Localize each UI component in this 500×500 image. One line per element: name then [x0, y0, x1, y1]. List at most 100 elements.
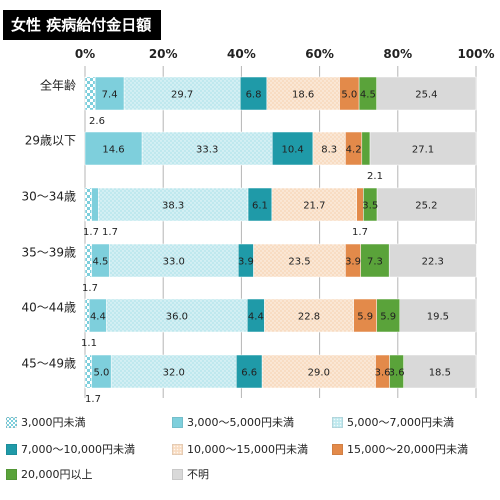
small-value-label: 1.7: [85, 394, 101, 405]
legend-label: 5,000〜7,000円未満: [347, 416, 454, 429]
data-label: 7.4: [102, 90, 118, 101]
category-label: 35〜39歳: [21, 246, 76, 260]
category-label: 40〜44歳: [21, 301, 76, 315]
category-label: 30〜34歳: [21, 190, 76, 204]
legend-swatch: [172, 468, 183, 480]
legend-swatch: [332, 416, 343, 428]
data-label: 22.8: [298, 312, 320, 323]
bar-segment: [106, 298, 248, 333]
small-value-label: 1.7: [83, 227, 99, 238]
grid-layer: [84, 66, 477, 398]
chart-title: 女性 疾病給付金日額: [3, 10, 161, 40]
data-label: 33.0: [163, 257, 185, 268]
bar-segment: [84, 354, 92, 389]
legend-swatch: [332, 443, 343, 455]
bar-segment: [369, 131, 477, 166]
bar-segment: [84, 298, 90, 333]
bar-segment: [264, 298, 354, 333]
bar-segment: [84, 131, 143, 166]
data-label: 5.0: [93, 368, 109, 379]
legend-swatch: [172, 443, 183, 455]
bar-segment: [376, 187, 476, 222]
bar-segment: [98, 187, 249, 222]
data-label: 8.3: [321, 145, 337, 156]
legend-swatch: [6, 416, 17, 428]
small-value-label: 1.7: [102, 227, 118, 238]
legend-item: 5,000〜7,000円未満: [332, 414, 454, 430]
x-tick-label: 60%: [305, 47, 334, 61]
bar-segment: [271, 187, 357, 222]
data-label: 18.6: [292, 90, 314, 101]
bar-segment: [403, 354, 477, 389]
x-tick-label: 100%: [457, 47, 494, 61]
x-tick-label: 20%: [149, 47, 178, 61]
bar-segment: [361, 131, 371, 166]
data-label: 3.6: [375, 368, 391, 379]
small-value-label: 1.1: [81, 338, 97, 349]
bar-segment: [261, 354, 376, 389]
category-label: 45〜49歳: [21, 357, 76, 371]
data-label: 21.7: [303, 201, 325, 212]
data-label: 25.4: [415, 90, 437, 101]
data-label: 14.6: [102, 145, 124, 156]
data-label: 6.8: [246, 90, 262, 101]
bar-segment: [84, 187, 92, 222]
data-label: 3.9: [238, 257, 254, 268]
data-label: 4.4: [90, 312, 106, 323]
bar-segment: [91, 187, 99, 222]
data-label: 5.9: [380, 312, 396, 323]
legend-item: 10,000〜15,000円未満: [172, 441, 308, 457]
data-label: 3.5: [362, 201, 378, 212]
small-value-label: 2.1: [367, 171, 383, 182]
legend-label: 10,000〜15,000円未満: [187, 443, 308, 456]
data-label: 5.0: [341, 90, 357, 101]
data-label: 7.3: [367, 257, 383, 268]
legend-swatch: [172, 416, 183, 428]
bar-segment: [236, 354, 263, 389]
legend-swatch: [6, 468, 17, 480]
x-tick-label: 40%: [227, 47, 256, 61]
bar-segment: [399, 298, 477, 333]
data-label: 4.5: [360, 90, 376, 101]
legend-item: 不明: [172, 466, 209, 482]
bar-segment: [272, 131, 314, 166]
bar-segment: [94, 76, 125, 111]
legend-item: 3,000〜5,000円未満: [172, 414, 294, 430]
bar-layer: [84, 76, 477, 389]
legend-swatch: [6, 443, 17, 455]
data-label: 27.1: [412, 145, 434, 156]
legend-item: 15,000〜20,000円未満: [332, 441, 468, 457]
x-tick-label: 80%: [383, 47, 412, 61]
bar-segment: [239, 76, 268, 111]
legend-label: 3,000円未満: [21, 416, 86, 429]
bar-segment: [141, 131, 273, 166]
data-label: 6.6: [241, 368, 257, 379]
x-tick-label: 0%: [75, 47, 95, 61]
small-value-label: 1.7: [352, 227, 368, 238]
bar-segment: [312, 131, 346, 166]
data-label: 22.3: [422, 257, 444, 268]
data-label: 4.5: [92, 257, 108, 268]
data-label: 6.1: [252, 201, 268, 212]
legend-label: 不明: [187, 468, 209, 481]
small-value-label: 1.7: [82, 283, 98, 294]
data-label: 19.5: [427, 312, 449, 323]
data-label: 5.9: [357, 312, 373, 323]
data-label: 10.4: [281, 145, 303, 156]
data-label: 33.3: [196, 145, 218, 156]
bar-segment: [84, 243, 92, 278]
legend-label: 7,000〜10,000円未満: [21, 443, 135, 456]
data-label: 36.0: [166, 312, 188, 323]
data-label: 18.5: [429, 368, 451, 379]
legend-label: 20,000円以上: [21, 468, 93, 481]
data-label: 29.7: [171, 90, 193, 101]
small-value-label: 2.6: [89, 116, 105, 127]
data-label: 23.5: [288, 257, 310, 268]
bar-segment: [123, 76, 241, 111]
bar-segment: [253, 243, 346, 278]
bar-segment: [84, 76, 96, 111]
data-label: 38.3: [162, 201, 184, 212]
axis-layer: 0% 20% 40% 60% 80% 100%: [75, 47, 495, 61]
